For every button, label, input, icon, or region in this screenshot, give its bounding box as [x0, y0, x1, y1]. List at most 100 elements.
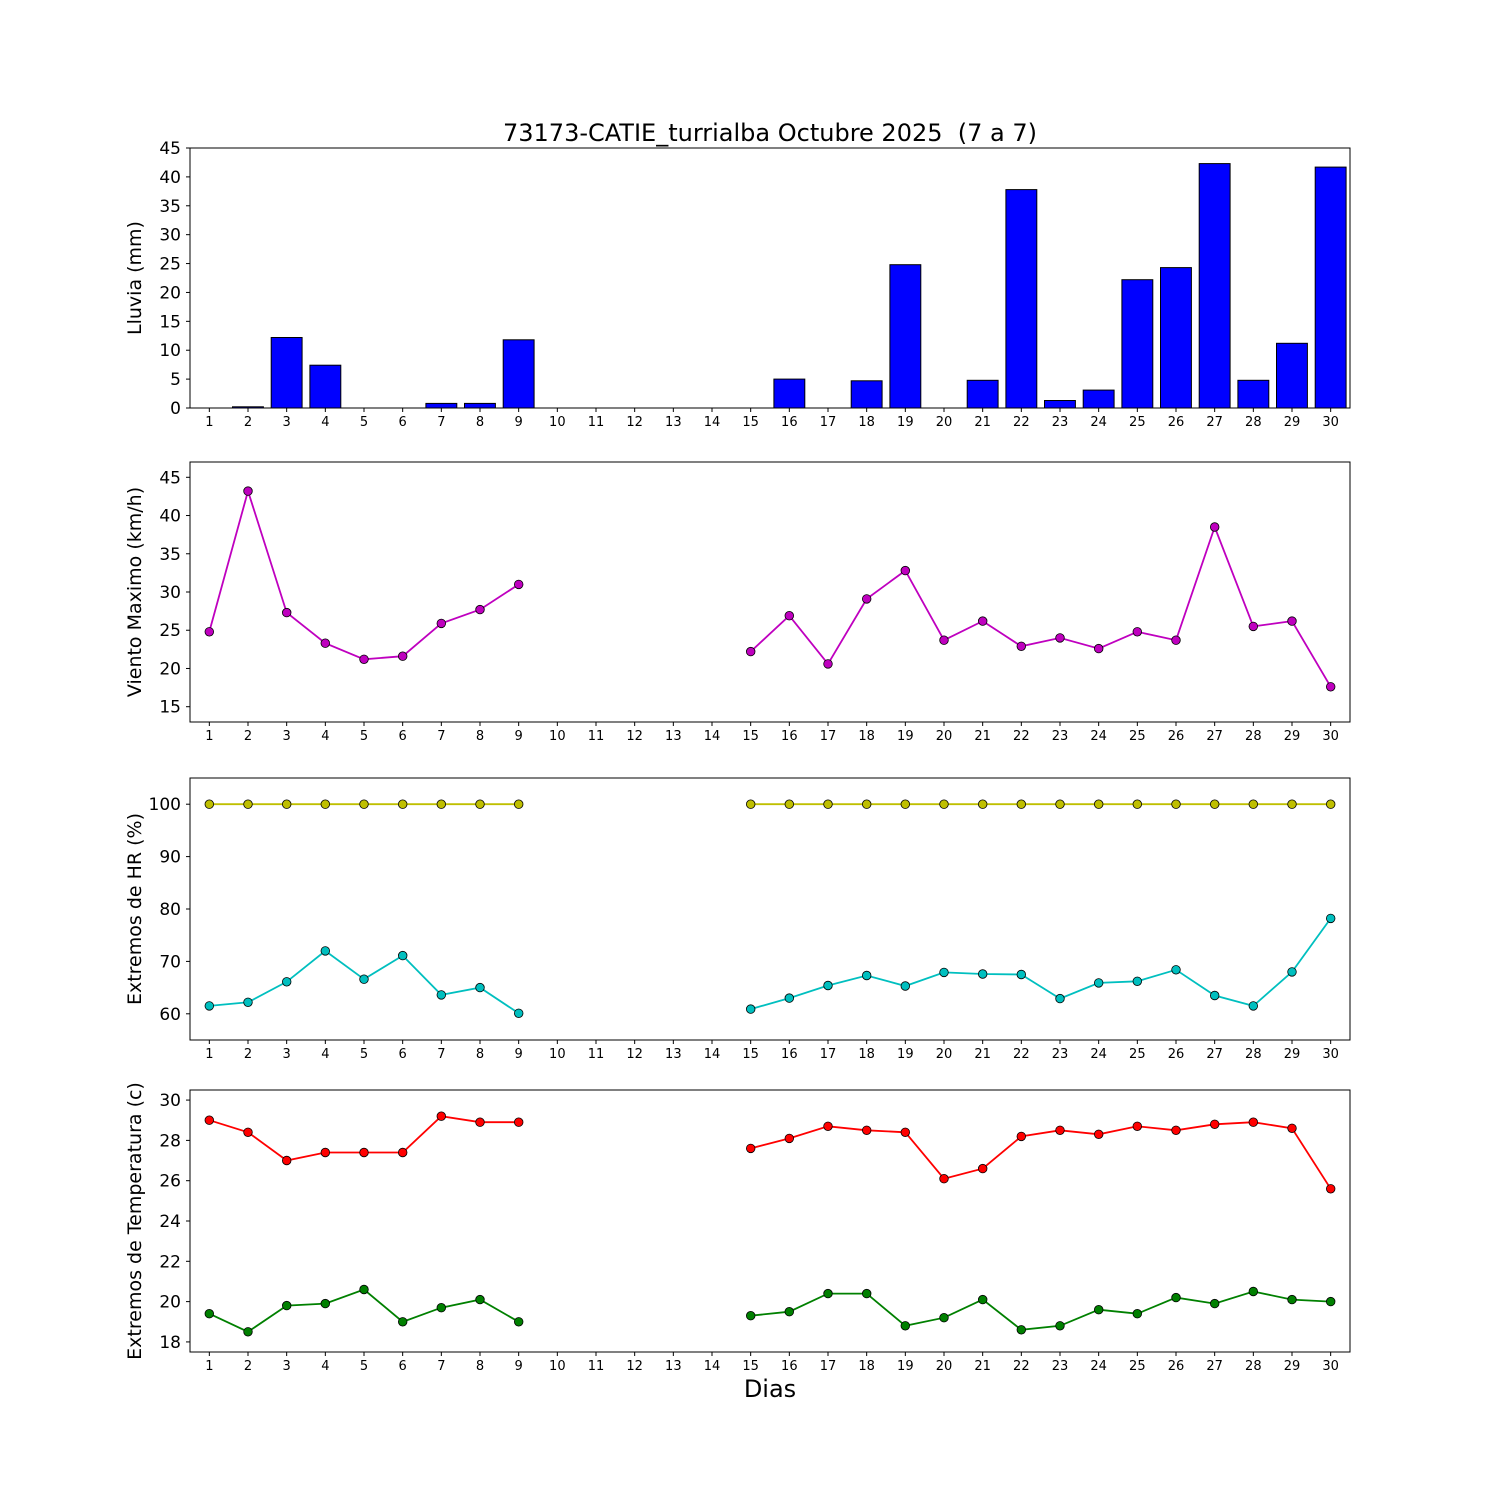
- x-tick-label: 6: [399, 1359, 407, 1374]
- hr-maxima-marker: [1093, 799, 1104, 809]
- hr-minima-marker: [939, 967, 949, 978]
- y-axis-title: Extremos de HR (%): [124, 813, 146, 1005]
- hr-minima-marker: [243, 997, 253, 1008]
- x-tick-label: 14: [704, 1359, 721, 1374]
- y-tick-label: 45: [159, 468, 181, 488]
- hr-maxima-marker: [1325, 799, 1336, 809]
- viento-maximo-marker: [1016, 641, 1027, 652]
- viento-maximo-marker: [1248, 621, 1259, 632]
- y-tick-label: 80: [159, 900, 181, 920]
- temperatura-maxima-marker: [1287, 1123, 1297, 1134]
- x-tick-label: 16: [781, 1047, 798, 1062]
- lluvia-bar: [1276, 342, 1308, 409]
- temperatura-minima-marker: [204, 1308, 215, 1319]
- hr-minima-marker: [1093, 978, 1104, 988]
- temperatura-maxima-marker: [746, 1143, 756, 1154]
- x-ticks: 1 2 3 4 5 6 7 8 9 10 11 12 13 14 15 16 17 18 19 20 21 22 23 24 2…: [205, 1040, 1339, 1062]
- temperatura-minima-marker: [514, 1317, 524, 1327]
- temperatura-minima-marker: [1171, 1292, 1181, 1303]
- x-tick-label: 4: [321, 1047, 329, 1062]
- temperatura-minima-marker: [1132, 1308, 1143, 1319]
- temperatura-maxima-marker: [900, 1127, 911, 1138]
- x-tick-label: 3: [283, 1047, 291, 1062]
- hr-maxima-marker: [746, 799, 756, 809]
- x-tick-label: 24: [1090, 1359, 1107, 1374]
- temperatura-minima-marker: [1248, 1286, 1259, 1297]
- x-tick-label: 29: [1284, 729, 1301, 744]
- x-tick-label: 19: [897, 415, 914, 430]
- hr-minima-marker: [398, 950, 408, 961]
- x-tick-label: 7: [437, 415, 445, 430]
- temperatura-maxima-marker: [1209, 1119, 1220, 1130]
- y-ticks: 60 70 80 90 100: [149, 795, 190, 1025]
- hr-maxima-marker: [436, 799, 447, 809]
- temperatura-maxima-marker: [1055, 1125, 1065, 1136]
- hr-maxima-marker: [823, 799, 833, 809]
- hr-maxima-marker: [475, 799, 485, 809]
- y-tick-label: 45: [159, 139, 181, 159]
- y-tick-label: 20: [159, 659, 181, 679]
- x-tick-label: 4: [321, 729, 329, 744]
- lluvia-bar: [773, 378, 806, 409]
- x-tick-label: 26: [1168, 1047, 1185, 1062]
- temperatura-maxima-marker: [862, 1125, 872, 1136]
- y-tick-label: 18: [159, 1333, 181, 1353]
- x-tick-label: 5: [360, 729, 368, 744]
- x-tick-label: 6: [399, 415, 407, 430]
- temperatura-maxima-marker: [1016, 1131, 1027, 1142]
- hr-minima-marker: [1132, 976, 1143, 987]
- x-tick-label: 8: [476, 415, 484, 430]
- x-tick-label: 16: [781, 415, 798, 430]
- x-tick-label: 22: [1013, 1047, 1030, 1062]
- y-axis-title: Lluvia (mm): [124, 221, 146, 335]
- y-tick-label: 22: [159, 1252, 181, 1272]
- x-axis-label: Dias: [744, 1375, 796, 1403]
- temperatura-maxima-marker: [1325, 1184, 1336, 1194]
- hr-minima-marker: [436, 990, 447, 1000]
- lluvia-bars: [232, 163, 1347, 409]
- x-tick-label: 9: [515, 1047, 523, 1062]
- x-tick-label: 28: [1245, 1047, 1262, 1062]
- x-tick-label: 11: [588, 1359, 605, 1374]
- x-tick-label: 22: [1013, 729, 1030, 744]
- hr-maxima-marker: [243, 799, 253, 809]
- x-tick-label: 14: [704, 1047, 721, 1062]
- hr-maxima-marker: [939, 799, 949, 809]
- y-tick-label: 20: [159, 283, 181, 303]
- x-tick-label: 15: [742, 415, 759, 430]
- x-tick-label: 21: [974, 1359, 991, 1374]
- y-tick-label: 30: [159, 1091, 181, 1111]
- hr-minima-marker: [823, 980, 833, 991]
- temperatura-maxima-marker: [1093, 1129, 1104, 1140]
- hr-maxima-marker: [784, 799, 795, 809]
- y-tick-label: 24: [159, 1212, 181, 1232]
- x-tick-label: 17: [820, 1047, 837, 1062]
- lluvia-bar: [270, 337, 303, 409]
- hr-maxima-marker: [978, 799, 988, 809]
- hr-minima-marker: [1055, 993, 1065, 1004]
- hr-minima-marker: [475, 982, 485, 993]
- x-tick-label: 3: [283, 1359, 291, 1374]
- temperatura-minima-marker: [359, 1284, 369, 1295]
- x-tick-label: 10: [549, 415, 566, 430]
- lluvia-bar: [309, 364, 342, 409]
- axes-frame: [189, 1089, 1351, 1353]
- x-tick-label: 30: [1322, 1359, 1339, 1374]
- x-tick-label: 18: [858, 729, 875, 744]
- x-tick-label: 2: [244, 729, 252, 744]
- hr-maxima-marker: [900, 799, 911, 809]
- temperatura-minima-marker: [1287, 1294, 1297, 1305]
- y-tick-label: 40: [159, 507, 181, 527]
- temperatura-minima-marker: [1325, 1296, 1336, 1307]
- hr-maxima-markers: [204, 799, 1336, 809]
- temperatura-minima-marker: [746, 1310, 756, 1321]
- temperatura-minima-marker: [1055, 1321, 1065, 1331]
- x-tick-label: 23: [1052, 1047, 1069, 1062]
- temperatura-maxima-markers: [204, 1111, 1336, 1194]
- hr-minima-marker: [1209, 990, 1220, 1001]
- temperatura-maxima-marker: [1171, 1125, 1181, 1136]
- x-tick-label: 9: [515, 1359, 523, 1374]
- x-tick-label: 24: [1090, 1047, 1107, 1062]
